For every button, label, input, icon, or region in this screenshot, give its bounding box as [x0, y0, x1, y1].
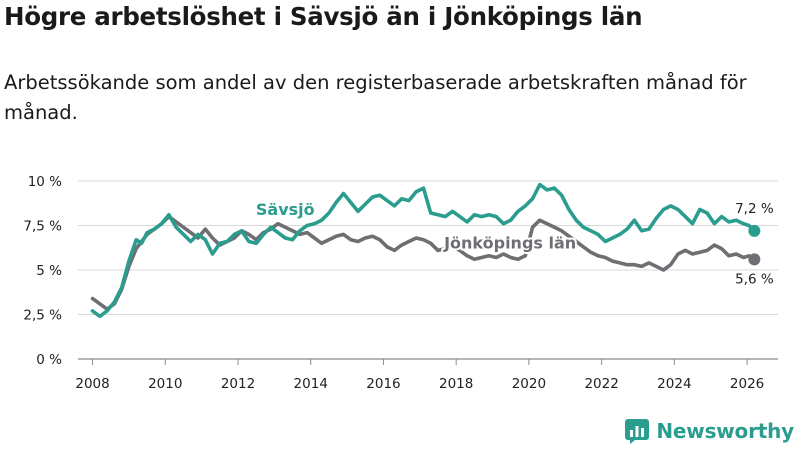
series-label-savsjo: Sävsjö: [256, 200, 315, 219]
y-tick-label: 5 %: [36, 263, 62, 279]
series-endpoint-jonkopings-lan: [748, 253, 761, 266]
x-tick-label: 2010: [148, 376, 182, 392]
series-lines: [90, 182, 761, 319]
series-line-savsjo: [90, 182, 757, 319]
axes: 0 % 2,5 % 5 % 7,5 % 10 % 2008 2010 2012 2014 2016…: [23, 174, 764, 392]
series-endpoint-savsjo: [748, 224, 761, 237]
series-line-jonkopings-lan: [90, 214, 757, 311]
end-value-label-savsjo: 7,2 %: [735, 201, 774, 217]
y-tick-label: 0 %: [36, 352, 62, 368]
x-tick-label: 2012: [221, 376, 255, 392]
end-value-label-jonkopings-lan: 5,6 %: [735, 271, 774, 287]
x-tick-label: 2018: [439, 376, 473, 392]
y-tick-label: 7,5 %: [23, 219, 62, 235]
x-tick-label: 2024: [657, 376, 691, 392]
x-tick-label: 2020: [512, 376, 546, 392]
x-tick-label: 2008: [75, 376, 109, 392]
y-tick-label: 2,5 %: [23, 308, 62, 324]
x-tick-label: 2016: [366, 376, 400, 392]
newsworthy-logo-icon: [625, 419, 650, 444]
x-tick-label: 2026: [730, 376, 764, 392]
y-tick-label: 10 %: [28, 174, 62, 190]
x-tick-label: 2022: [584, 376, 618, 392]
chart-subtitle: Arbetssökande som andel av den registerb…: [4, 71, 747, 124]
brand-logo: Newsworthy: [624, 416, 794, 446]
x-tick-label: 2014: [294, 376, 328, 392]
series-label-jonkopings-lan: Jönköpings län: [443, 234, 576, 253]
series-labels: Sävsjö Jönköpings län 7,2 % 5,6 %: [254, 198, 775, 289]
chart-title: Högre arbetslöshet i Sävsjö än i Jönköpi…: [4, 2, 643, 31]
brand-name: Newsworthy: [656, 419, 794, 443]
